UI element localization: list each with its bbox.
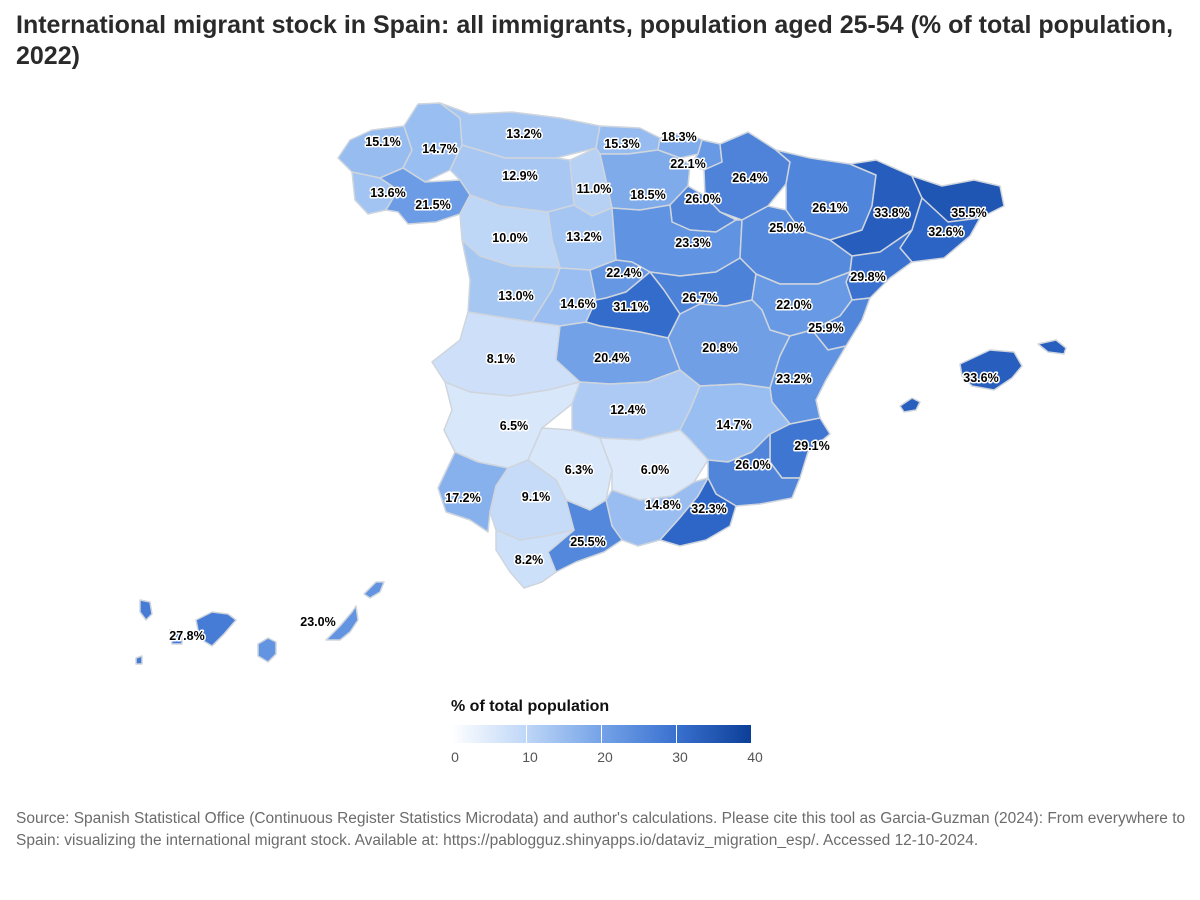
region-shape-ourense[interactable] (379, 167, 471, 225)
legend-segment-2 (526, 725, 601, 743)
value-label-burgos: 11.0% (577, 182, 612, 196)
region-las-palmas[interactable] (257, 581, 385, 663)
legend-segment-4 (676, 725, 751, 743)
legend-title: % of total population (451, 698, 610, 715)
region-illes-balears[interactable] (899, 339, 1067, 413)
region-shape-santa-cruz-de-tenerife-1[interactable] (195, 611, 237, 647)
value-label-toledo: 20.4% (594, 351, 629, 365)
region-shape-cadiz[interactable] (495, 529, 575, 589)
legend-tick-label: 40 (747, 749, 763, 765)
region-valencia[interactable] (769, 329, 847, 425)
value-label-sevilla: 9.1% (522, 490, 551, 504)
legend-color-bar (451, 725, 751, 743)
value-label-almeria: 32.3% (691, 502, 726, 516)
value-label-huelva: 17.2% (445, 491, 480, 505)
value-label-jaen: 6.0% (641, 463, 670, 477)
value-label-castellon: 25.9% (808, 321, 843, 335)
region-cadiz[interactable] (495, 529, 575, 589)
value-label-valencia: 23.2% (776, 372, 811, 386)
value-label-illes-balears: 33.6% (963, 371, 998, 385)
region-shape-illes-balears-1[interactable] (959, 349, 1023, 391)
value-label-teruel: 22.0% (776, 298, 811, 312)
value-label-cordoba: 6.3% (565, 463, 594, 477)
legend-ticks: 0 10 20 30 40 (451, 749, 771, 769)
value-label-a-coruna: 15.1% (365, 135, 400, 149)
value-label-granada: 14.8% (645, 498, 680, 512)
region-shape-las-palmas-3[interactable] (363, 581, 385, 599)
value-label-ourense: 21.5% (415, 198, 450, 212)
value-label-malaga: 25.5% (570, 535, 605, 549)
legend-tick-label: 20 (597, 749, 613, 765)
legend-segment-3 (601, 725, 676, 743)
region-almeria[interactable] (659, 477, 737, 547)
value-label-guadalajara: 26.7% (682, 291, 717, 305)
legend-tick-label: 10 (522, 749, 538, 765)
value-label-lleida: 33.8% (874, 206, 909, 220)
region-shape-almeria[interactable] (659, 477, 737, 547)
value-label-lugo: 14.7% (422, 142, 457, 156)
legend-separator (526, 725, 527, 743)
value-label-badajoz: 6.5% (500, 419, 529, 433)
value-label-navarra: 26.4% (732, 171, 767, 185)
legend-tick-label: 30 (672, 749, 688, 765)
value-label-alicante: 29.1% (794, 439, 829, 453)
value-label-soria: 23.3% (675, 236, 710, 250)
region-ourense[interactable] (379, 167, 471, 225)
value-label-palencia: 13.2% (566, 230, 601, 244)
region-shape-santa-cruz-de-tenerife-3[interactable] (169, 629, 183, 645)
value-label-avila: 14.6% (560, 297, 595, 311)
region-shape-las-palmas-2[interactable] (325, 605, 359, 641)
value-label-huesca: 26.1% (812, 201, 847, 215)
value-label-salamanca: 13.0% (498, 289, 533, 303)
value-label-gipuzkoa: 22.1% (670, 157, 705, 171)
value-label-santa-cruz-de-tenerife: 27.8% (169, 629, 204, 643)
value-label-leon: 12.9% (502, 169, 537, 183)
legend-separator (601, 725, 602, 743)
region-shape-las-palmas-1[interactable] (257, 637, 277, 663)
value-label-barcelona: 32.6% (928, 225, 963, 239)
chart-title: International migrant stock in Spain: al… (16, 11, 1174, 70)
value-label-girona: 35.5% (951, 206, 986, 220)
region-shape-valencia[interactable] (769, 329, 847, 425)
value-label-asturias: 13.2% (506, 127, 541, 141)
region-santa-cruz-de-tenerife[interactable] (135, 599, 237, 665)
value-label-zamora: 10.0% (492, 231, 527, 245)
source-note: Source: Spanish Statistical Office (Cont… (16, 810, 1186, 849)
value-label-cuenca: 20.8% (702, 341, 737, 355)
value-label-pontevedra: 13.6% (370, 186, 405, 200)
spain-choropleth-map: 15.1% 14.7% 13.6% 21.5% 13.2% 12.9% 15.3% 18.3%… (135, 102, 1067, 665)
value-label-madrid: 31.1% (613, 300, 648, 314)
region-huelva[interactable] (437, 451, 509, 533)
region-shape-huelva[interactable] (437, 451, 509, 533)
value-label-zaragoza: 25.0% (769, 221, 804, 235)
legend-segment-1 (451, 725, 526, 743)
region-shape-illes-balears-2[interactable] (1037, 339, 1067, 355)
value-label-segovia: 22.4% (606, 266, 641, 280)
value-label-albacete: 14.7% (716, 418, 751, 432)
value-label-araba-alava: 18.5% (630, 188, 665, 202)
legend-separator (676, 725, 677, 743)
value-label-tarragona: 29.8% (850, 270, 885, 284)
value-label-ciudad-real: 12.4% (610, 403, 645, 417)
region-shape-santa-cruz-de-tenerife-4[interactable] (135, 655, 143, 665)
value-label-cantabria: 15.3% (604, 137, 639, 151)
color-legend: % of total population 0 10 20 30 40 (451, 698, 771, 769)
value-label-caceres: 8.1% (487, 352, 516, 366)
value-label-murcia: 26.0% (735, 458, 770, 472)
value-label-cadiz: 8.2% (515, 553, 544, 567)
region-shape-santa-cruz-de-tenerife-2[interactable] (139, 599, 153, 621)
value-label-bizkaia: 18.3% (661, 130, 696, 144)
value-label-la-rioja: 26.0% (685, 192, 720, 206)
region-shape-illes-balears-3[interactable] (899, 397, 921, 413)
legend-tick-label: 0 (451, 749, 459, 765)
value-label-las-palmas: 23.0% (300, 615, 335, 629)
